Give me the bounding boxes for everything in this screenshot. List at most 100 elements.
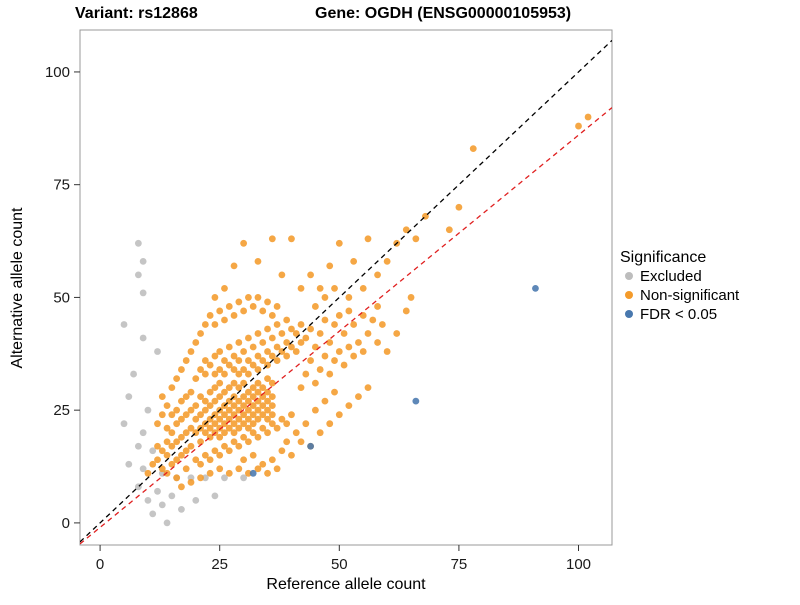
data-point (216, 451, 224, 459)
data-point (245, 406, 252, 414)
data-point (311, 379, 319, 387)
data-point (158, 411, 166, 419)
data-point (292, 330, 300, 337)
data-point (211, 352, 219, 360)
data-point (259, 357, 267, 364)
data-point (283, 316, 291, 324)
data-point (125, 393, 133, 401)
data-point (173, 474, 181, 482)
data-point (264, 429, 271, 437)
data-point (206, 424, 214, 432)
data-point (187, 406, 195, 414)
data-point (173, 406, 181, 414)
data-point (139, 334, 147, 342)
data-point (163, 402, 171, 410)
data-point (316, 366, 324, 373)
data-point (211, 447, 219, 455)
data-point (225, 415, 233, 423)
legend-title: Significance (620, 249, 706, 266)
data-point (144, 469, 152, 477)
data-point (225, 447, 233, 455)
data-point (197, 460, 204, 468)
data-point (240, 420, 248, 428)
data-point (240, 456, 248, 464)
data-point (350, 352, 358, 360)
data-point (345, 402, 353, 410)
data-point (168, 411, 176, 419)
data-point (211, 420, 219, 428)
data-point (268, 235, 276, 243)
data-point (283, 352, 291, 360)
data-point (187, 388, 195, 396)
data-point (307, 325, 314, 333)
data-point (575, 122, 582, 130)
data-point (235, 415, 243, 423)
data-point (268, 456, 276, 464)
x-tick-label: 75 (451, 556, 468, 573)
data-point (469, 145, 477, 153)
data-point (321, 352, 329, 360)
data-point (154, 487, 161, 495)
data-point (225, 384, 233, 392)
data-point (259, 402, 267, 410)
reference-lines (80, 39, 612, 545)
data-point (187, 478, 195, 486)
data-point (149, 460, 157, 468)
data-point (206, 361, 214, 369)
data-point (345, 343, 353, 351)
data-point (254, 465, 262, 473)
data-point (374, 339, 381, 346)
data-point (268, 334, 276, 342)
data-point (268, 393, 276, 401)
data-point (216, 424, 224, 432)
data-point (254, 406, 262, 414)
data-point (225, 424, 233, 432)
data-point (254, 294, 262, 301)
data-point (311, 406, 319, 414)
data-point (197, 438, 204, 446)
data-point (211, 370, 219, 378)
data-point (283, 438, 291, 446)
gene-title: Gene: OGDH (ENSG00000105953) (315, 5, 571, 22)
data-point (273, 424, 281, 432)
data-point (297, 438, 305, 446)
data-point (154, 420, 161, 428)
data-point (206, 402, 214, 410)
data-point (249, 420, 257, 428)
data-point (374, 303, 381, 310)
data-point (302, 334, 310, 342)
data-point (264, 388, 271, 396)
data-point (268, 312, 276, 319)
data-point (292, 429, 300, 437)
data-point (240, 402, 248, 410)
data-point (264, 469, 271, 477)
data-point (345, 294, 353, 301)
data-point (307, 357, 314, 364)
data-point (201, 451, 209, 459)
data-point (264, 397, 271, 405)
data-point (149, 510, 157, 518)
data-point (158, 501, 166, 509)
data-point (355, 393, 362, 401)
data-point (264, 325, 271, 333)
data-point (230, 420, 238, 428)
data-point (268, 411, 276, 419)
data-point (187, 348, 195, 355)
data-point (197, 393, 204, 401)
data-point (163, 451, 171, 459)
data-point (311, 303, 319, 310)
data-point (163, 438, 171, 446)
data-point (206, 312, 214, 319)
data-point (225, 469, 233, 477)
data-point (221, 474, 228, 482)
data-point (307, 442, 314, 450)
data-point (278, 447, 286, 455)
data-point (254, 257, 262, 265)
data-point (235, 370, 243, 378)
data-point (235, 384, 243, 392)
data-point (182, 465, 190, 473)
data-point (139, 429, 147, 437)
data-point (407, 294, 415, 301)
